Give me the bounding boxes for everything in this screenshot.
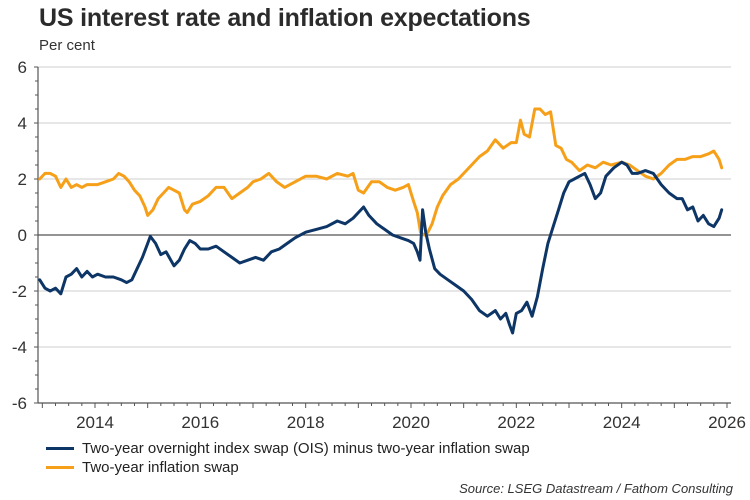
chart-title: US interest rate and inflation expectati… <box>39 4 531 32</box>
source-note: Source: LSEG Datastream / Fathom Consult… <box>459 481 733 496</box>
x-tick-label: 2022 <box>497 413 535 432</box>
y-tick-label: 2 <box>18 170 27 189</box>
legend-label-ois: Two-year overnight index swap (OIS) minu… <box>82 440 530 457</box>
x-tick-label: 2014 <box>76 413 114 432</box>
x-tick-label: 2026 <box>708 413 746 432</box>
y-tick-label: 6 <box>18 58 27 77</box>
x-tick-label: 2016 <box>181 413 219 432</box>
legend-swatch-ois <box>46 447 74 450</box>
x-axis-ticks: 2014 2016 2018 2020 2022 2024 2026 <box>41 403 746 432</box>
x-tick-label: 2020 <box>392 413 430 432</box>
y-tick-label: -4 <box>12 338 27 357</box>
legend: Two-year overnight index swap (OIS) minu… <box>46 439 530 477</box>
legend-label-inflation: Two-year inflation swap <box>82 459 239 476</box>
series-line-ois-minus-inflation <box>38 160 724 335</box>
y-tick-label: -2 <box>12 282 27 301</box>
legend-item-inflation-swap: Two-year inflation swap <box>46 458 530 477</box>
gridlines <box>38 66 731 348</box>
x-tick-label: 2024 <box>603 413 641 432</box>
y-tick-label: 0 <box>18 226 27 245</box>
y-axis-ticks: 6 4 2 0 -2 -4 -6 <box>12 58 38 413</box>
y-tick-label: -6 <box>12 394 27 413</box>
y-axis-unit-label: Per cent <box>39 37 95 54</box>
x-tick-label: 2018 <box>287 413 325 432</box>
y-tick-label: 4 <box>18 114 27 133</box>
series-line-inflation-swap <box>38 107 724 237</box>
legend-item-ois-minus-inflation: Two-year overnight index swap (OIS) minu… <box>46 439 530 458</box>
series-lines <box>38 107 724 335</box>
legend-swatch-inflation <box>46 466 74 469</box>
